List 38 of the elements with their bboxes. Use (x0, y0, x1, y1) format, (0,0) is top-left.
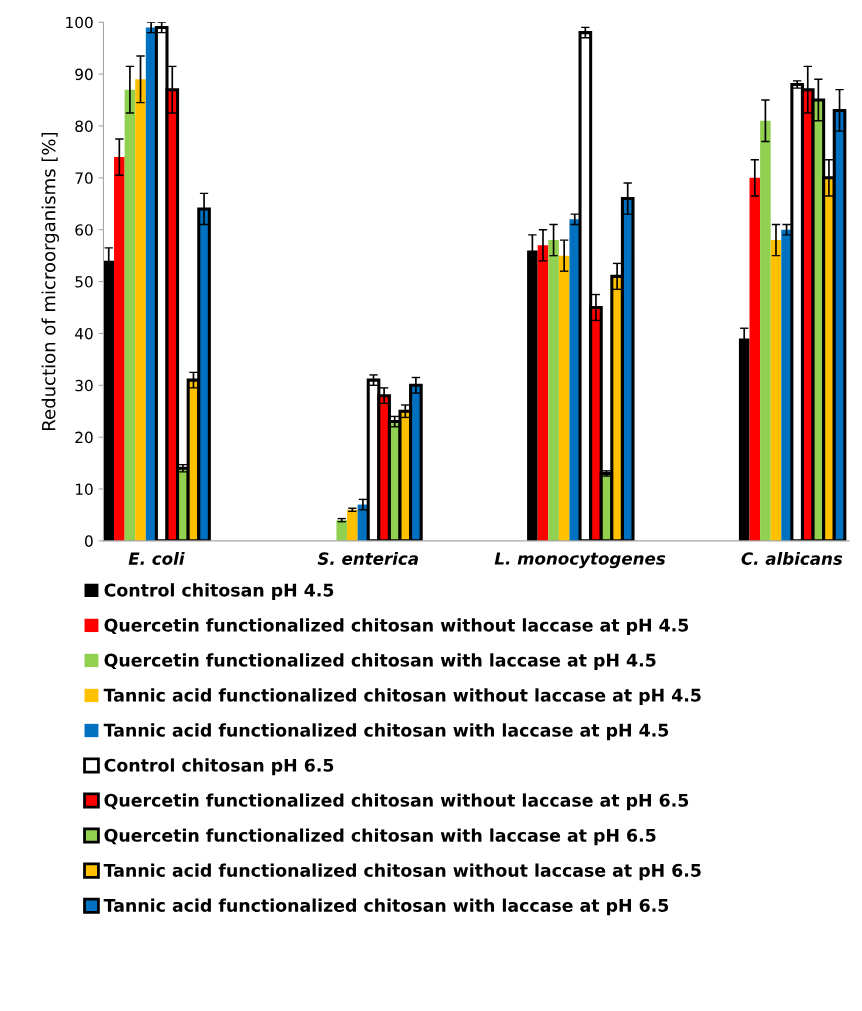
y-tick-label: 0 (85, 535, 93, 547)
x-tick-label: C. albicans (741, 552, 843, 565)
y-tick-label: 60 (75, 224, 93, 236)
y-axis-title: Reduction of microorganisms [%] (41, 132, 59, 430)
y-tick-label: 10 (75, 483, 93, 496)
bar (558, 255, 570, 541)
bar (760, 120, 771, 541)
legend-label: Control chitosan pH 6.5 (104, 758, 334, 776)
y-tick-label: 100 (66, 16, 93, 29)
bar (347, 509, 358, 541)
legend-label: Quercetin functionalized chitosan with laccase at pH 6.5 (104, 828, 656, 846)
legend-label: Quercetin functionalized chitosan without laccase at pH 4.5 (104, 618, 689, 636)
legend-label: Control chitosan pH 4.5 (104, 583, 334, 601)
bar (749, 177, 761, 541)
bar (770, 240, 782, 541)
bar (336, 520, 348, 541)
y-tick-label: 30 (75, 379, 93, 392)
legend-label: Quercetin functionalized chitosan with laccase at pH 4.5 (104, 653, 656, 671)
legend-label: Tannic acid functionalized chitosan without laccase at pH 4.5 (103, 688, 701, 706)
bar (124, 89, 136, 541)
bar (548, 240, 559, 541)
legend-label: Tannic acid functionalized chitosan with laccase at pH 4.5 (103, 723, 669, 741)
legend-label: Tannic acid functionalized chitosan with laccase at pH 6.5 (103, 898, 669, 916)
legend-label: Tannic acid functionalized chitosan without laccase at pH 6.5 (103, 863, 701, 881)
legend-label: Quercetin functionalized chitosan without laccase at pH 6.5 (104, 793, 689, 811)
bar (135, 79, 146, 541)
bar (569, 219, 581, 541)
y-tick-label: 40 (75, 327, 93, 340)
x-tick-label: E. coli (128, 552, 185, 565)
y-tick-label: 80 (75, 120, 93, 132)
y-tick-label: 20 (75, 431, 93, 444)
bar (537, 245, 549, 541)
y-tick-label: 50 (75, 276, 93, 288)
y-tick-label: 70 (75, 172, 93, 184)
y-tick-label: 90 (75, 68, 93, 81)
x-tick-label: L. monocytogenes (494, 552, 666, 569)
x-tick-label: S. enterica (317, 552, 418, 565)
bar (114, 157, 125, 541)
